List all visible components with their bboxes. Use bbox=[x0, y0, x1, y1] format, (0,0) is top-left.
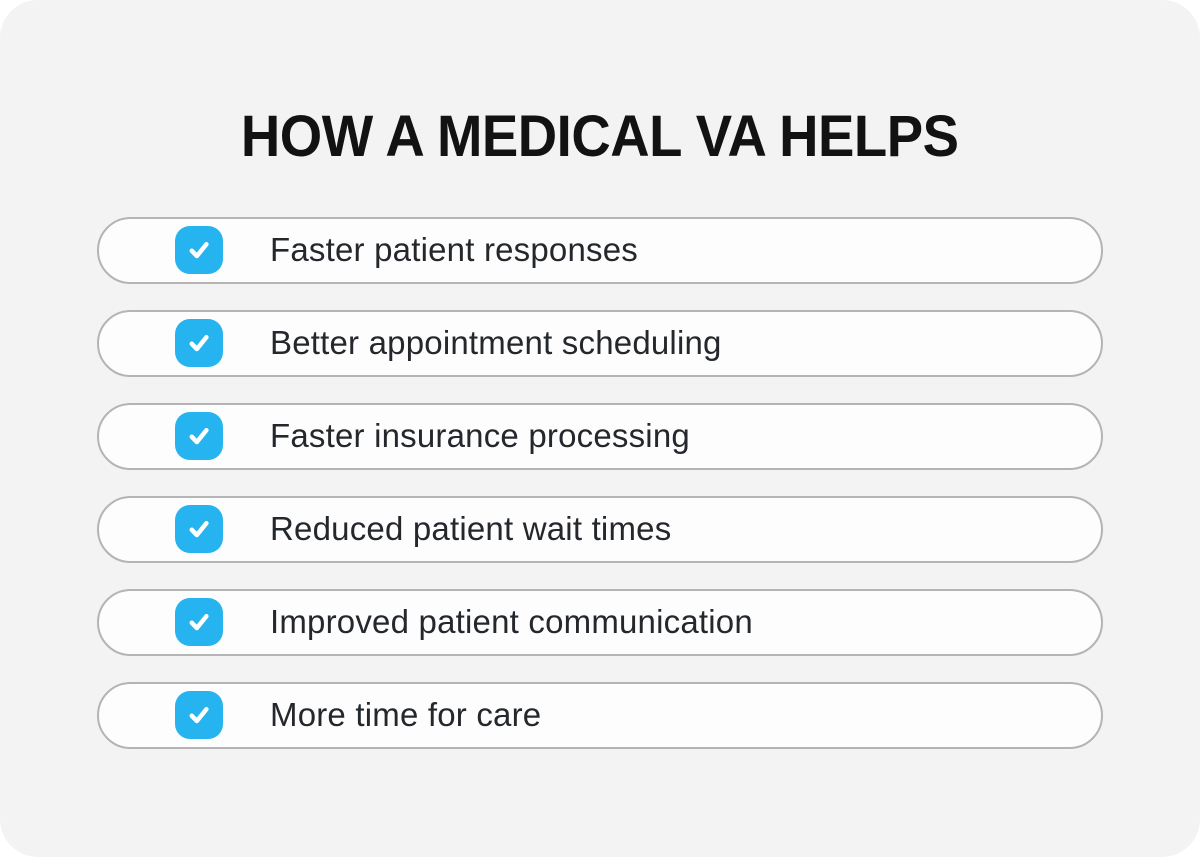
page-title-text: HOW A MEDICAL VA HELPS bbox=[241, 104, 959, 169]
list-item: Faster insurance processing bbox=[97, 402, 1103, 470]
checklist: Faster patient responses Better appointm… bbox=[97, 216, 1103, 749]
checkmark-icon bbox=[175, 319, 223, 368]
checkmark-icon bbox=[175, 505, 223, 554]
list-item: Better appointment scheduling bbox=[97, 309, 1103, 377]
list-item: Improved patient communication bbox=[97, 588, 1103, 656]
checkmark-icon bbox=[175, 412, 223, 461]
list-item: Reduced patient wait times bbox=[97, 495, 1103, 563]
list-item-label: Reduced patient wait times bbox=[270, 510, 672, 548]
checkmark-icon bbox=[175, 226, 223, 275]
list-item-label: Faster patient responses bbox=[270, 231, 638, 269]
list-item-label: Improved patient communication bbox=[270, 603, 753, 641]
page-title: HOW A MEDICAL VA HELPS bbox=[0, 104, 1200, 171]
checkmark-icon bbox=[175, 691, 223, 740]
list-item-label: More time for care bbox=[270, 696, 542, 734]
list-item-label: Better appointment scheduling bbox=[270, 324, 722, 362]
list-item-label: Faster insurance processing bbox=[270, 417, 690, 455]
list-item: Faster patient responses bbox=[97, 216, 1103, 284]
list-item: More time for care bbox=[97, 681, 1103, 749]
checkmark-icon bbox=[175, 598, 223, 647]
